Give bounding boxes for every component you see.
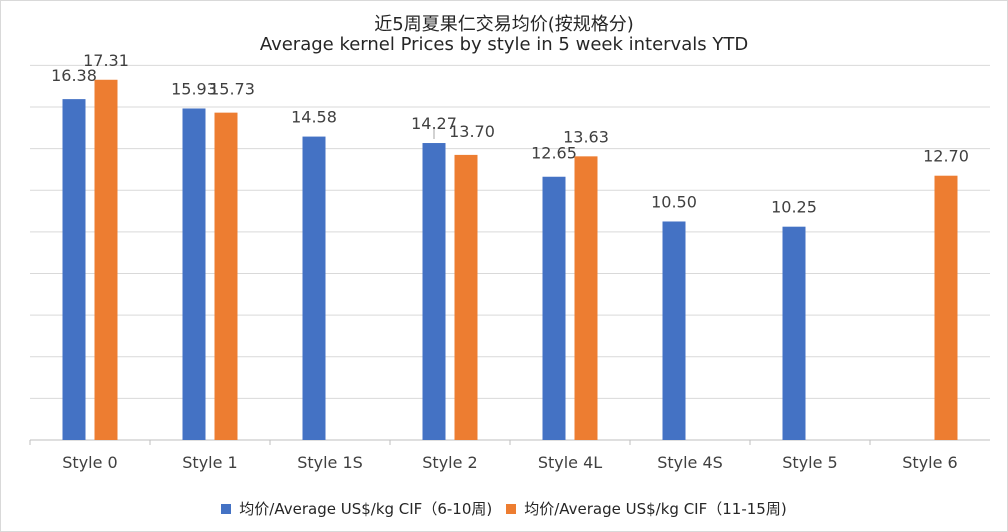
data-label: 15.73 — [209, 80, 255, 99]
data-label: 12.65 — [531, 144, 577, 163]
bar — [422, 143, 446, 440]
legend-swatch-series-2 — [506, 503, 517, 514]
x-tick-label: Style 5 — [782, 453, 837, 472]
legend-swatch-series-1 — [221, 503, 232, 514]
chart-subtitle: Average kernel Prices by style in 5 week… — [259, 34, 749, 55]
data-label: 14.58 — [291, 108, 337, 127]
data-label: 13.63 — [563, 127, 609, 146]
data-label: 14.27 — [411, 114, 457, 133]
x-tick-label: Style 1S — [297, 453, 363, 472]
bar — [94, 79, 118, 440]
bar — [214, 112, 238, 441]
data-label: 16.38 — [51, 66, 97, 85]
x-tick-label: Style 4L — [538, 453, 602, 472]
bar — [662, 221, 686, 440]
legend-label-series-2: 均价/Average US$/kg CIF（11-15周) — [524, 500, 787, 518]
bar — [62, 99, 86, 440]
data-label: 13.70 — [449, 122, 495, 141]
data-label: 17.31 — [83, 51, 129, 70]
bar — [782, 226, 806, 440]
x-tick-label: Style 1 — [182, 453, 237, 472]
data-label: 15.93 — [171, 79, 217, 98]
bar — [934, 175, 958, 440]
x-tick-label: Style 6 — [902, 453, 957, 472]
data-label: 10.25 — [771, 198, 817, 217]
x-tick-label: Style 4S — [657, 453, 723, 472]
x-tick-label: Style 0 — [62, 453, 117, 472]
bar — [454, 154, 478, 440]
bar — [574, 156, 598, 441]
legend-label-series-1: 均价/Average US$/kg CIF（6-10周) — [239, 500, 493, 518]
bar — [542, 176, 566, 441]
x-tick-label: Style 2 — [422, 453, 477, 472]
legend-item-series-1: 均价/Average US$/kg CIF（6-10周) — [221, 498, 492, 519]
legend-item-series-2: 均价/Average US$/kg CIF（11-15周) — [506, 498, 787, 519]
chart-legend: 均价/Average US$/kg CIF（6-10周) 均价/Average … — [0, 498, 1008, 519]
data-label: 10.50 — [651, 192, 697, 211]
bar — [182, 108, 206, 441]
bar — [302, 136, 326, 441]
chart-title: 近5周夏果仁交易均价(按规格分) — [374, 14, 634, 35]
data-label: 12.70 — [923, 147, 969, 166]
